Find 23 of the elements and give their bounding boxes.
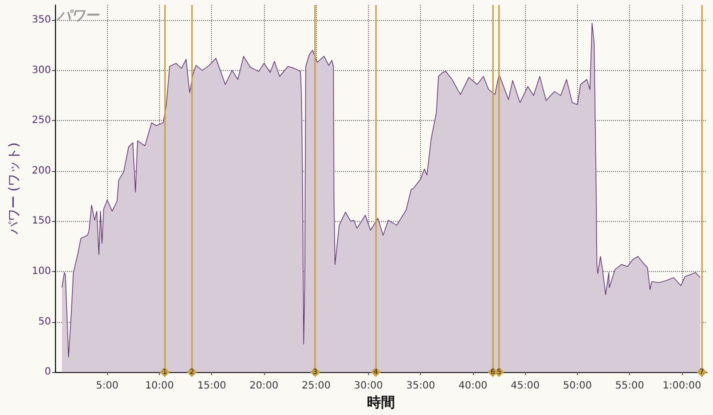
chart-title: パワー <box>56 8 100 24</box>
x-tick-label: 15:00 <box>197 380 226 392</box>
x-tick-label: 20:00 <box>250 380 278 392</box>
x-tick-label: 35:00 <box>406 380 436 392</box>
y-tick-label: 0 <box>44 366 51 378</box>
y-axis-title: パワー (ワット) <box>7 142 22 236</box>
x-tick-label: 1:00:00 <box>662 380 702 392</box>
y-tick-label: 100 <box>32 266 51 278</box>
x-tick-label: 25:00 <box>302 380 331 392</box>
x-tick-label: 55:00 <box>615 380 644 392</box>
x-tick-label: 45:00 <box>510 380 540 392</box>
y-tick-label: 350 <box>32 14 51 26</box>
y-tick-label: 300 <box>32 64 51 76</box>
x-tick-label: 5:00 <box>96 380 118 392</box>
y-tick-label: 250 <box>32 115 51 126</box>
y-tick-label: 50 <box>38 316 51 328</box>
x-tick-label: 50:00 <box>563 380 592 392</box>
y-tick-label: 150 <box>32 216 51 227</box>
x-tick-label: 10:00 <box>145 380 174 392</box>
x-axis-title: 時間 <box>366 395 395 411</box>
x-tick-label: 30:00 <box>354 380 383 392</box>
x-tick-label: 40:00 <box>458 380 488 392</box>
y-tick-label: 200 <box>32 165 51 176</box>
